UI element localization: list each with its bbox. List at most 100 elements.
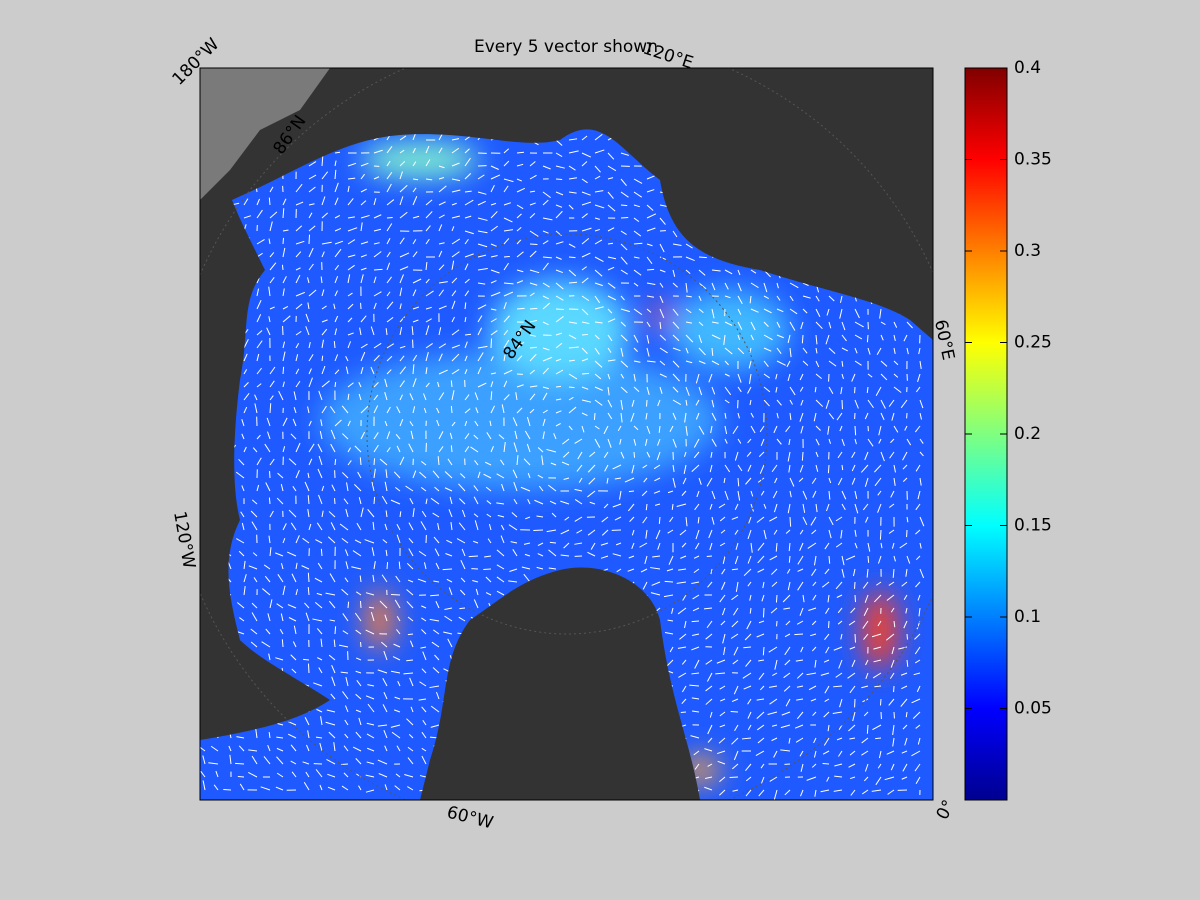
vector (442, 568, 453, 571)
vector (485, 486, 492, 492)
vector (425, 145, 430, 154)
vector (371, 481, 375, 492)
vector (425, 367, 428, 375)
vector (711, 412, 717, 421)
vector (691, 710, 700, 713)
vector (861, 685, 869, 689)
vector (317, 443, 323, 453)
vector (695, 412, 700, 420)
vector (243, 215, 252, 219)
vector (524, 553, 531, 557)
vector (880, 321, 886, 326)
vector (451, 390, 455, 401)
vector (633, 438, 637, 446)
vector (854, 490, 858, 499)
vector (890, 659, 895, 668)
vector (789, 412, 792, 421)
vector (719, 516, 726, 522)
vector (523, 573, 531, 583)
vector (409, 677, 414, 687)
vector (503, 354, 506, 362)
vector (355, 629, 362, 635)
vector (901, 581, 908, 587)
vector (421, 461, 427, 466)
vector (529, 230, 539, 237)
vector (497, 514, 505, 518)
vector (275, 786, 284, 791)
vector (384, 421, 388, 427)
vector (776, 321, 781, 328)
vector (275, 657, 284, 661)
vector (334, 290, 338, 297)
vector (542, 409, 548, 414)
vector (800, 763, 804, 772)
vector (490, 391, 493, 401)
vector (769, 516, 778, 522)
vector (811, 620, 817, 626)
vector (514, 430, 518, 440)
vector (915, 724, 921, 729)
vector (541, 455, 544, 466)
vector (458, 616, 466, 622)
vector (825, 334, 830, 345)
vector (382, 704, 388, 713)
vector (677, 607, 687, 615)
vector (788, 555, 791, 563)
vector (919, 451, 924, 457)
vector (576, 529, 583, 534)
vector (568, 150, 579, 154)
vector (512, 469, 518, 479)
vector (269, 380, 275, 388)
vector (840, 633, 843, 640)
vector (412, 178, 419, 181)
vector (384, 392, 388, 401)
vector (731, 620, 739, 628)
vector (667, 619, 674, 622)
vector (555, 165, 565, 169)
vector (412, 196, 418, 206)
vector (851, 659, 856, 667)
vector (672, 269, 676, 277)
vector (529, 282, 538, 286)
vector (590, 542, 596, 550)
vector (737, 373, 742, 383)
vector (308, 443, 315, 453)
vector (694, 763, 700, 770)
vector (593, 412, 596, 421)
vector (347, 264, 355, 271)
vector (360, 405, 369, 414)
vector (864, 451, 869, 461)
vector (825, 646, 830, 654)
vector (420, 521, 427, 531)
vector (745, 763, 752, 772)
vector (542, 347, 550, 351)
vector (412, 251, 418, 258)
vector (854, 334, 863, 340)
vector (425, 351, 429, 362)
vector (581, 399, 592, 403)
vector (202, 755, 206, 765)
vector (496, 549, 505, 557)
vector (329, 619, 336, 622)
vector (512, 549, 518, 557)
vector (607, 438, 612, 448)
vector (607, 266, 615, 271)
vector (328, 731, 336, 739)
vector (913, 672, 921, 676)
vector (288, 458, 297, 466)
vector (406, 718, 414, 726)
vector (775, 542, 778, 552)
vector (772, 490, 778, 499)
vector (568, 321, 578, 324)
vector (769, 776, 778, 782)
vector (802, 347, 808, 354)
vector (834, 775, 843, 778)
vector (865, 672, 869, 680)
vector (483, 568, 492, 571)
vector (880, 542, 883, 549)
vector (747, 464, 752, 472)
vector (873, 659, 882, 663)
vector (711, 269, 721, 272)
vector (813, 750, 817, 758)
vector (787, 581, 791, 591)
